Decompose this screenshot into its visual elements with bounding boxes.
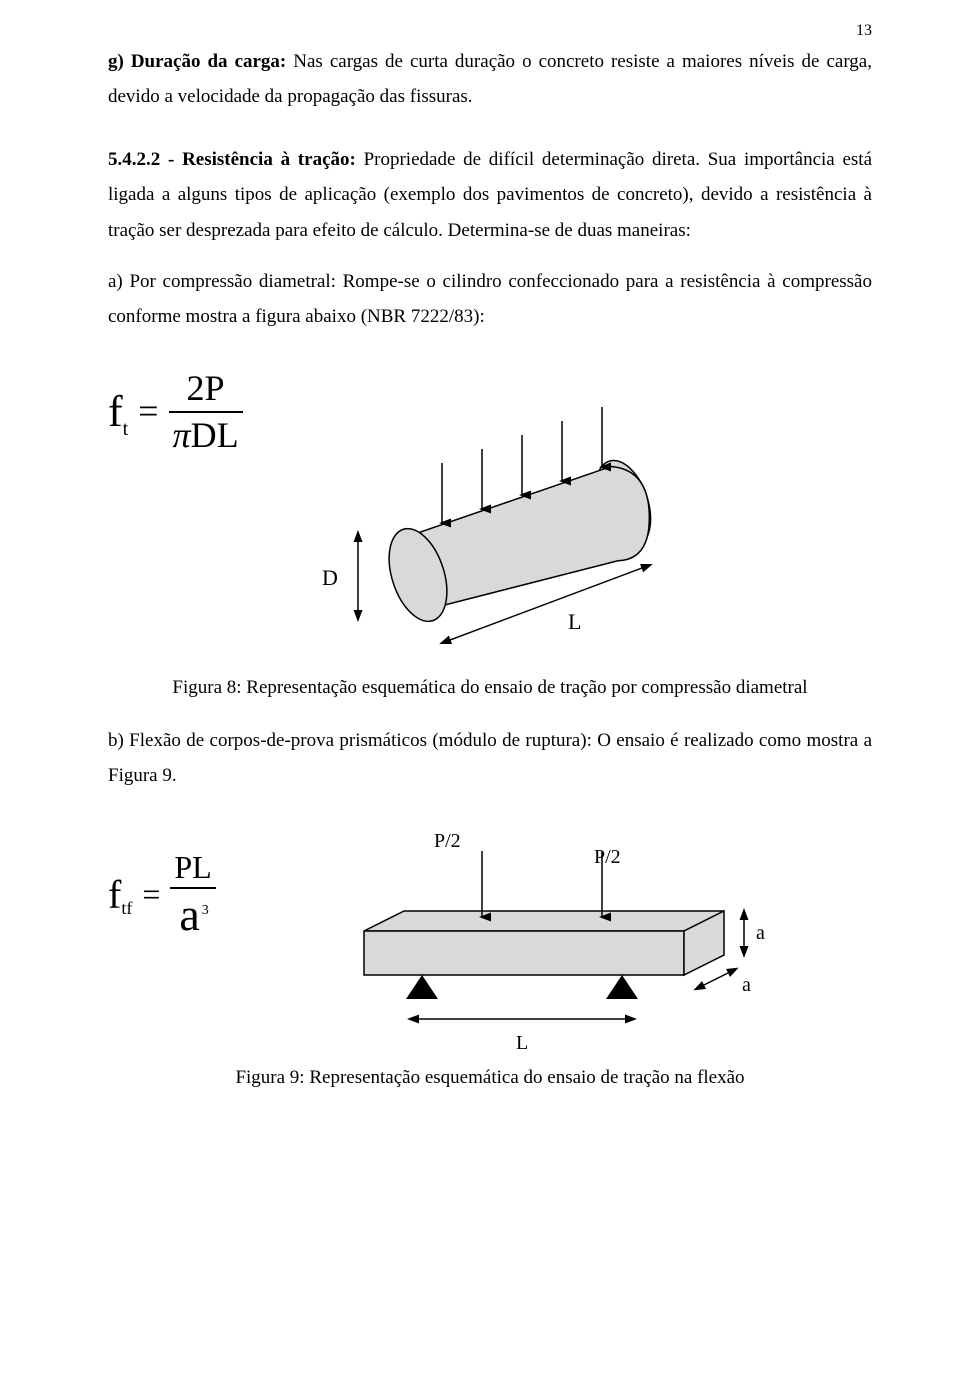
paragraph-5422-lead: 5.4.2.2 - Resistência à tração: <box>108 149 356 170</box>
label-l-prism: L <box>516 1032 528 1054</box>
label-d: D <box>322 565 338 590</box>
label-p2-left: P/2 <box>434 830 461 852</box>
formula-ft-sub: t <box>123 418 129 441</box>
load-arrows-prism <box>482 851 602 917</box>
paragraph-g-lead: g) Duração da carga: <box>108 51 286 72</box>
formula-ft-var: f <box>108 386 123 437</box>
formula-ftf-fraction: PL a3 <box>170 849 215 940</box>
label-p2-right: P/2 <box>594 846 621 868</box>
supports <box>406 975 638 999</box>
formula-ftf-den-a: a <box>179 889 199 940</box>
caption-figure-9: Figura 9: Representação esquemática do e… <box>108 1067 872 1089</box>
label-a-top: a <box>756 922 765 944</box>
formula-ftf-den: a3 <box>175 891 210 939</box>
formula-ft-num: 2P <box>183 368 229 408</box>
label-l: L <box>568 609 581 634</box>
paragraph-5422: 5.4.2.2 - Resistência à tração: Propried… <box>108 142 872 247</box>
dimension-a-bottom <box>696 969 736 989</box>
section-flexion: f tf = PL a3 <box>108 821 872 1061</box>
cylinder-svg: D L <box>210 405 770 665</box>
prism-svg: P/2 P/2 L a <box>304 821 784 1061</box>
formula-ft-pi: π <box>173 415 191 455</box>
paragraph-g: g) Duração da carga: Nas cargas de curta… <box>108 44 872 114</box>
prism-body <box>364 911 724 975</box>
formula-ftf-num: PL <box>170 849 215 885</box>
paragraph-a: a) Por compressão diametral: Rompe-se o … <box>108 264 872 334</box>
cylinder-body <box>378 453 660 628</box>
paragraph-b: b) Flexão de corpos-de-prova prismáticos… <box>108 723 872 793</box>
caption-figure-8: Figura 8: Representação esquemática do e… <box>108 677 872 699</box>
diagram-prism: P/2 P/2 L a <box>216 821 872 1061</box>
formula-ft-eq: = <box>138 390 158 432</box>
page-number: 13 <box>856 22 872 40</box>
formula-ftf: f tf = PL a3 <box>108 849 216 940</box>
formula-ftf-sub: tf <box>121 898 132 919</box>
formula-ftf-sup: 3 <box>202 903 209 918</box>
diagram-cylinder: D L <box>108 405 872 665</box>
label-a-bottom: a <box>742 974 751 996</box>
formula-ftf-eq: = <box>142 876 160 913</box>
formula-ftf-var: f <box>108 871 121 918</box>
